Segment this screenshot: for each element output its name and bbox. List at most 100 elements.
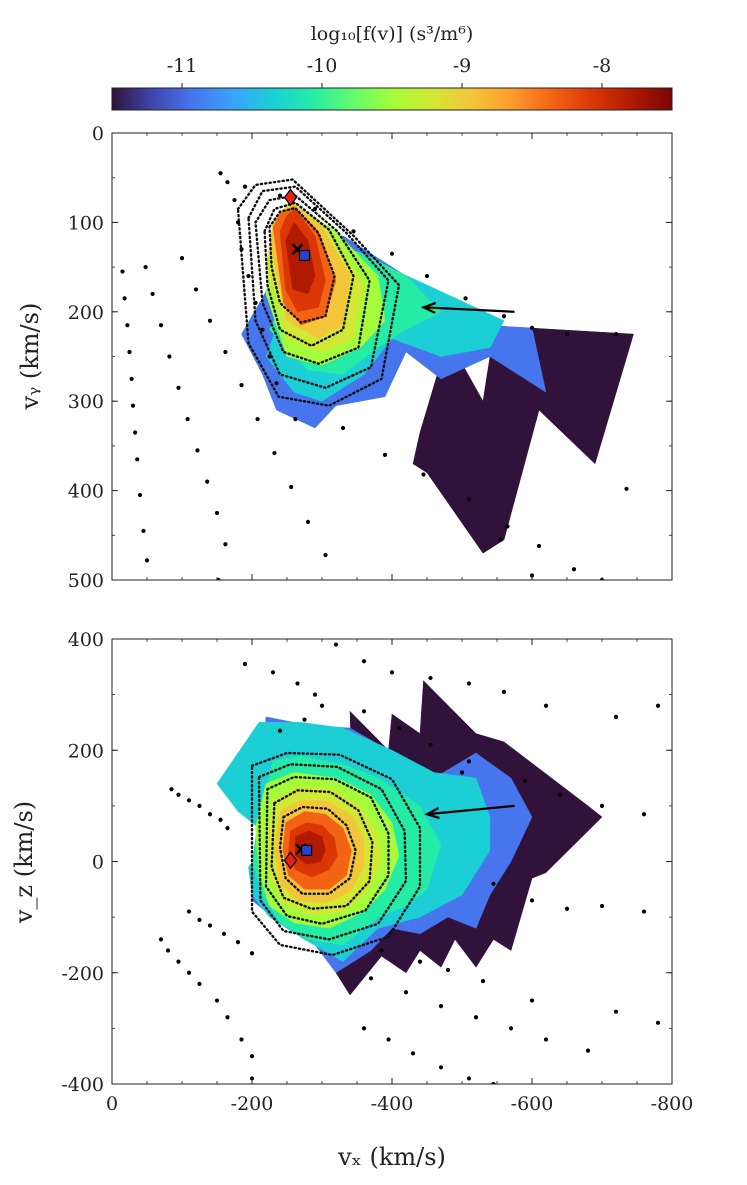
grid-dot bbox=[223, 349, 228, 355]
grid-dot bbox=[501, 314, 507, 319]
grid-dot bbox=[242, 661, 248, 667]
grid-dot bbox=[428, 742, 433, 747]
x-tick-label: 0 bbox=[106, 1093, 118, 1115]
grid-dot bbox=[571, 567, 577, 572]
grid-dot bbox=[501, 689, 507, 694]
grid-dot bbox=[144, 558, 150, 563]
velocity-arrow-head bbox=[420, 301, 437, 314]
panel-top: 0 100 200 300 400 500 vᵧ (km/s) bbox=[16, 123, 673, 592]
grid-dot bbox=[195, 448, 200, 453]
grid-dot bbox=[205, 479, 210, 484]
grid-dot bbox=[158, 323, 164, 328]
grid-dot bbox=[239, 247, 244, 252]
panel-top-contour-fills bbox=[241, 199, 634, 554]
grid-dot bbox=[585, 1048, 591, 1053]
grid-dot bbox=[463, 296, 468, 301]
contour-line bbox=[257, 762, 408, 941]
contour-line bbox=[247, 185, 390, 390]
grid-dot bbox=[424, 273, 430, 279]
grid-dot bbox=[368, 976, 374, 981]
grid-dot bbox=[246, 273, 251, 279]
panel-bottom: 0 -200 -400 -600 -800 -400 -200 0 200 400 v_z (km… bbox=[10, 629, 693, 1171]
grid-dot bbox=[277, 193, 283, 198]
colorbar-ticks: -11 -10 -9 -8 bbox=[167, 55, 612, 88]
grid-dot bbox=[267, 354, 272, 359]
grid-dot bbox=[158, 937, 164, 942]
grid-dot bbox=[143, 265, 148, 270]
grid-dot bbox=[253, 300, 258, 305]
grid-dot bbox=[340, 425, 346, 431]
grid-dot bbox=[239, 1037, 244, 1042]
colorbar: log₁₀[f(v)] (s³/m⁶) -11 -10 -9 -8 bbox=[111, 23, 673, 111]
panel-top-ticks: 0 100 200 300 400 500 bbox=[68, 123, 673, 592]
grid-dot bbox=[498, 537, 503, 542]
colorbar-tick-label: -8 bbox=[593, 55, 612, 77]
grid-dot bbox=[466, 759, 472, 764]
grid-dot bbox=[277, 728, 283, 733]
grid-dot bbox=[207, 812, 213, 817]
grid-dot bbox=[197, 981, 202, 986]
grid-dot bbox=[295, 681, 300, 686]
grid-dot bbox=[165, 948, 171, 953]
grid-dot bbox=[193, 287, 199, 292]
grid-dot bbox=[389, 251, 395, 256]
grid-dot bbox=[239, 383, 244, 388]
velocity-arrow-shaft bbox=[426, 804, 515, 816]
x-tick-label: -200 bbox=[231, 1093, 274, 1115]
grid-dot bbox=[613, 332, 619, 337]
grid-dot bbox=[351, 229, 356, 234]
contour-line bbox=[278, 805, 357, 895]
grid-dot bbox=[382, 452, 388, 457]
grid-dot bbox=[127, 349, 132, 355]
grid-dot bbox=[260, 327, 265, 332]
grid-dot bbox=[641, 909, 647, 914]
grid-dot bbox=[207, 923, 213, 928]
grid-dot bbox=[624, 486, 629, 491]
grid-dot bbox=[491, 881, 496, 886]
grid-dot bbox=[466, 1076, 472, 1081]
grid-dot bbox=[272, 450, 277, 456]
colorbar-bar bbox=[111, 87, 673, 111]
grid-dot bbox=[655, 1020, 661, 1025]
grid-dot bbox=[167, 354, 172, 359]
contour-line bbox=[268, 206, 336, 324]
grid-dot bbox=[169, 787, 174, 792]
panel-bottom-markers bbox=[283, 843, 313, 870]
panel-top-arrow bbox=[420, 301, 515, 314]
contour-line bbox=[236, 178, 401, 407]
grid-dot bbox=[249, 1054, 255, 1059]
grid-dot bbox=[312, 692, 318, 697]
grid-dot bbox=[410, 1051, 416, 1056]
grid-dot bbox=[235, 220, 241, 225]
grid-dot bbox=[529, 998, 535, 1003]
grid-dot bbox=[599, 903, 605, 909]
grid-dot bbox=[197, 803, 202, 808]
x-tick-label: -800 bbox=[651, 1093, 694, 1115]
grid-dot bbox=[305, 519, 311, 524]
grid-dot bbox=[232, 197, 237, 203]
contour-line bbox=[263, 201, 355, 348]
grid-dot bbox=[185, 416, 190, 422]
y-tick-label: 400 bbox=[68, 481, 104, 503]
grid-dot bbox=[421, 472, 426, 477]
panel-bottom-xlabel: vₓ (km/s) bbox=[337, 1143, 446, 1171]
grid-dot bbox=[221, 931, 227, 936]
grid-dot bbox=[557, 792, 563, 797]
grid-dot bbox=[133, 430, 138, 435]
grid-dot bbox=[491, 1081, 496, 1084]
grid-dot bbox=[655, 703, 661, 708]
panel-bottom-ticks: 0 -200 -400 -600 -800 -400 -200 0 200 400 bbox=[61, 629, 693, 1115]
grid-dot bbox=[438, 1065, 444, 1070]
grid-dot bbox=[599, 803, 605, 808]
grid-dot bbox=[428, 675, 433, 681]
grid-dot bbox=[141, 528, 146, 533]
panel-top-markers bbox=[283, 188, 311, 262]
grid-dot bbox=[522, 778, 528, 783]
colorbar-tick-label: -10 bbox=[307, 55, 338, 77]
grid-dot bbox=[543, 703, 549, 708]
grid-dot bbox=[207, 318, 213, 323]
y-tick-label: 100 bbox=[68, 212, 104, 234]
grid-dot bbox=[225, 1015, 230, 1020]
y-tick-label: 200 bbox=[68, 302, 104, 324]
grid-dot bbox=[323, 552, 328, 558]
